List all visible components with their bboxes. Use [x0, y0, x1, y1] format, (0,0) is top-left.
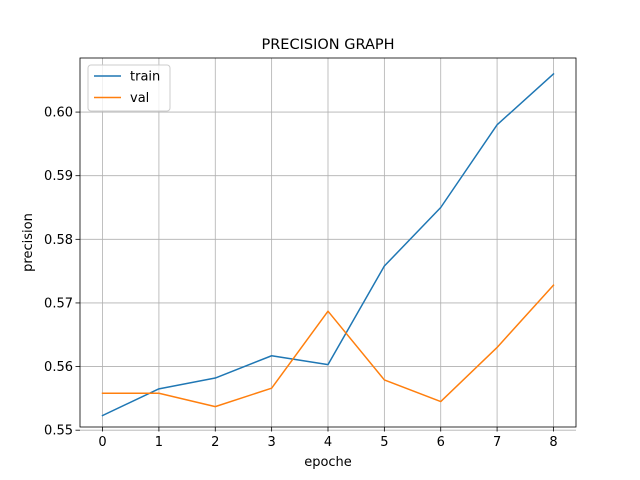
x-tick-label: 5	[380, 435, 388, 450]
x-tick-label: 3	[267, 435, 275, 450]
x-tick-label: 0	[98, 435, 106, 450]
y-tick-label: 0.60	[44, 106, 73, 121]
series-line-train	[101, 72, 555, 417]
x-tick-label: 6	[437, 435, 445, 450]
y-tick-label: 0.56	[44, 360, 73, 375]
legend-label-train: train	[130, 70, 160, 85]
y-axis-label: precision	[21, 213, 36, 272]
series-lines	[101, 72, 555, 417]
x-tick-label: 4	[324, 435, 332, 450]
x-tick-label: 8	[549, 435, 557, 450]
legend-label-val: val	[130, 91, 149, 106]
x-tick-label: 2	[211, 435, 219, 450]
chart-title: PRECISION GRAPH	[261, 37, 394, 53]
x-tick-label: 7	[493, 435, 501, 450]
x-axis-label: epoche	[304, 455, 352, 470]
y-tick-label: 0.59	[44, 169, 73, 184]
legend: train val	[87, 64, 171, 112]
y-tick-label: 0.57	[44, 296, 73, 311]
x-tick-label: 1	[155, 435, 163, 450]
y-tick-label: 0.58	[44, 233, 73, 248]
series-line-val	[101, 284, 555, 408]
y-tick-label: 0.55	[44, 424, 73, 439]
axis-ticks: 0 1 2 3 4 5 6 7 8 0.55 0.56 0.57 0.58 0.59 0.60	[44, 106, 558, 450]
